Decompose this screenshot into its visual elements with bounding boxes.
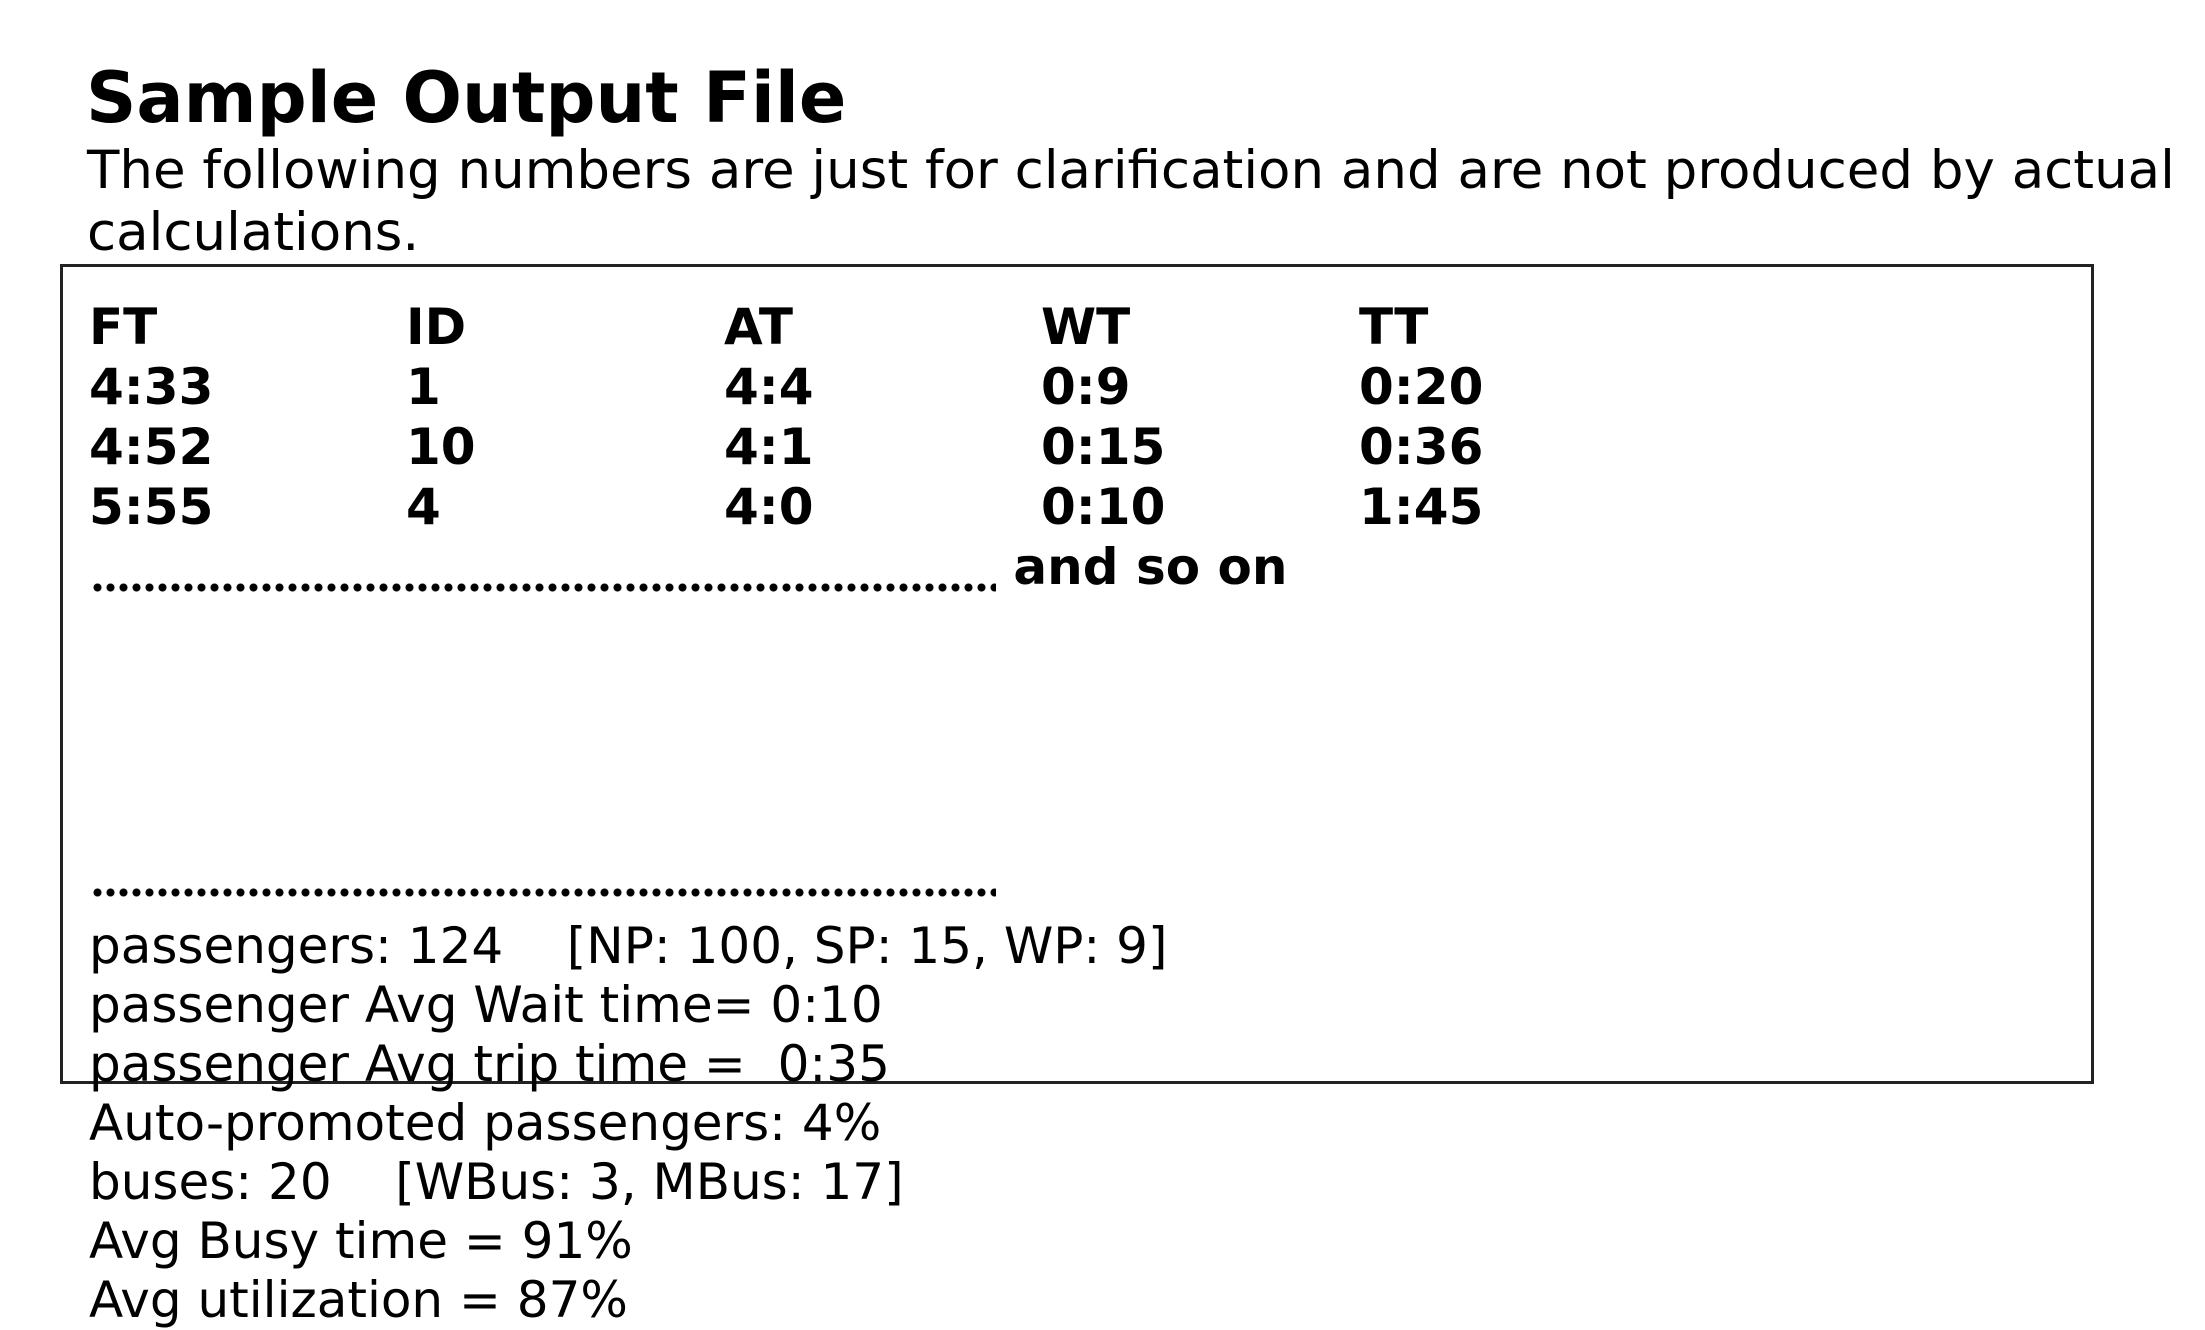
cell-ft: 5:55 [89,478,214,536]
summary-avg-wait-time: passenger Avg Wait time= 0:10 [89,976,883,1034]
continuation-line: and so on [89,537,1287,597]
cell-id: 4 [406,478,441,536]
header-id: ID [406,298,467,356]
summary-passengers: passengers: 124 [NP: 100, SP: 15, WP: 9] [89,917,1168,975]
cell-tt: 1:45 [1359,478,1484,536]
cell-ft: 4:52 [89,418,214,476]
page-heading: Sample Output File [86,57,847,139]
cell-id: 10 [406,418,476,476]
sample-output-box: FT ID AT WT TT 4:33 1 4:4 0:9 0:20 4:52 … [60,264,2094,1329]
cell-id: 1 [406,358,441,416]
cell-tt: 0:20 [1359,358,1484,416]
summary-avg-trip-time: passenger Avg trip time = 0:35 [89,1035,890,1093]
cell-at: 4:1 [724,418,814,476]
cell-at: 4:0 [724,478,814,536]
cell-wt: 0:10 [1041,478,1166,536]
summary-avg-busy-time: Avg Busy time = 91% [89,1212,633,1270]
continuation-text: and so on [1013,538,1288,596]
summary-auto-promoted: Auto-promoted passengers: 4% [89,1094,882,1152]
header-at: AT [724,298,793,356]
cell-wt: 0:9 [1041,358,1131,416]
dotted-separator [89,852,996,912]
header-ft: FT [89,298,158,356]
header-tt: TT [1359,298,1429,356]
summary-avg-utilization: Avg utilization = 87% [89,1271,628,1329]
cell-at: 4:4 [724,358,814,416]
intro-paragraph: The following numbers are just for clari… [87,140,2175,263]
dotted-leader [89,537,996,597]
cell-wt: 0:15 [1041,418,1166,476]
cell-tt: 0:36 [1359,418,1484,476]
cell-ft: 4:33 [89,358,214,416]
header-wt: WT [1041,298,1131,356]
summary-buses: buses: 20 [WBus: 3, MBus: 17] [89,1153,904,1211]
